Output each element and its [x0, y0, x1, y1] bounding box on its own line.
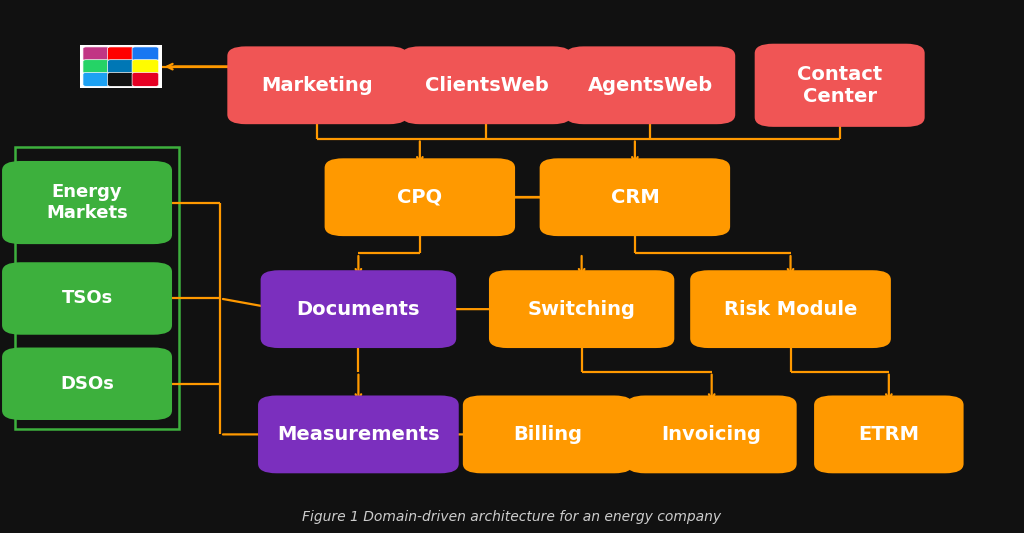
FancyBboxPatch shape — [227, 46, 408, 124]
Text: Figure 1 Domain-driven architecture for an energy company: Figure 1 Domain-driven architecture for … — [302, 510, 722, 524]
FancyBboxPatch shape — [258, 395, 459, 473]
FancyBboxPatch shape — [132, 47, 159, 61]
Text: DSOs: DSOs — [60, 375, 114, 393]
Text: Switching: Switching — [527, 300, 636, 319]
Text: AgentsWeb: AgentsWeb — [588, 76, 713, 95]
Text: Contact
Center: Contact Center — [797, 65, 883, 106]
Text: Documents: Documents — [297, 300, 420, 319]
FancyBboxPatch shape — [690, 270, 891, 348]
FancyBboxPatch shape — [80, 45, 162, 88]
FancyBboxPatch shape — [814, 395, 964, 473]
Text: Marketing: Marketing — [261, 76, 374, 95]
FancyBboxPatch shape — [540, 158, 730, 236]
FancyBboxPatch shape — [565, 46, 735, 124]
FancyBboxPatch shape — [755, 44, 925, 127]
Text: Invoicing: Invoicing — [662, 425, 762, 444]
FancyBboxPatch shape — [325, 158, 515, 236]
Text: Energy
Markets: Energy Markets — [46, 183, 128, 222]
FancyBboxPatch shape — [83, 72, 110, 86]
Text: Measurements: Measurements — [278, 425, 439, 444]
FancyBboxPatch shape — [132, 72, 159, 86]
FancyBboxPatch shape — [83, 47, 110, 61]
Text: CPQ: CPQ — [397, 188, 442, 207]
Text: ETRM: ETRM — [858, 425, 920, 444]
Text: Risk Module: Risk Module — [724, 300, 857, 319]
Text: TSOs: TSOs — [61, 289, 113, 308]
FancyBboxPatch shape — [260, 270, 456, 348]
FancyBboxPatch shape — [108, 60, 134, 74]
FancyBboxPatch shape — [463, 395, 633, 473]
FancyBboxPatch shape — [2, 262, 172, 335]
FancyBboxPatch shape — [132, 60, 159, 74]
FancyBboxPatch shape — [401, 46, 571, 124]
FancyBboxPatch shape — [108, 72, 134, 86]
FancyBboxPatch shape — [2, 348, 172, 420]
FancyBboxPatch shape — [488, 270, 674, 348]
Text: Billing: Billing — [513, 425, 583, 444]
Text: CRM: CRM — [610, 188, 659, 207]
FancyBboxPatch shape — [108, 47, 134, 61]
FancyBboxPatch shape — [627, 395, 797, 473]
FancyBboxPatch shape — [2, 161, 172, 244]
Text: ClientsWeb: ClientsWeb — [425, 76, 548, 95]
FancyBboxPatch shape — [83, 60, 110, 74]
